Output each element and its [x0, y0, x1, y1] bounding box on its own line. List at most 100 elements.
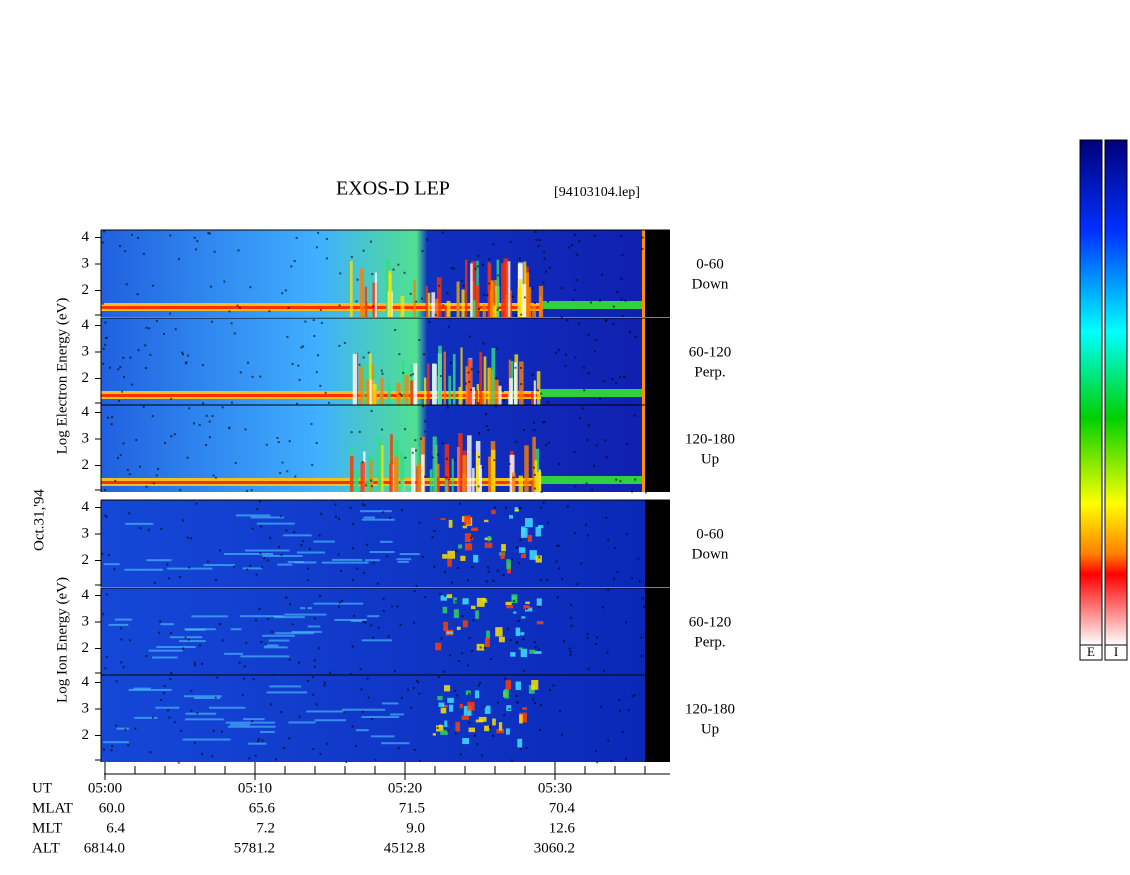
- noise: [601, 606, 604, 609]
- noise: [496, 569, 499, 572]
- noise: [477, 455, 480, 458]
- spectrogram-feature: [350, 260, 353, 317]
- noise: [184, 362, 187, 365]
- spectrogram-feature: [402, 361, 405, 405]
- noise: [571, 244, 574, 247]
- spectrogram-feature: [288, 721, 316, 724]
- noise: [286, 335, 289, 338]
- noise: [230, 322, 233, 325]
- noise: [433, 529, 436, 532]
- noise: [108, 366, 111, 369]
- y-tick-label: 4: [82, 499, 90, 515]
- spectrogram-band: [540, 389, 642, 397]
- noise: [486, 294, 489, 297]
- spectrogram-feature: [475, 389, 479, 405]
- noise: [135, 438, 138, 441]
- spectrogram-feature: [440, 730, 448, 735]
- noise: [142, 405, 145, 408]
- noise: [254, 754, 257, 757]
- spectrogram-feature: [296, 551, 325, 554]
- noise: [214, 476, 217, 479]
- spectrogram-feature: [427, 292, 431, 317]
- direction-label: Up: [701, 451, 719, 467]
- spectrogram-feature: [443, 704, 448, 708]
- noise: [542, 421, 545, 424]
- noise: [377, 626, 380, 629]
- noise: [520, 383, 523, 386]
- spectrogram-feature: [456, 281, 460, 317]
- noise: [510, 759, 513, 762]
- spectrogram-feature: [432, 363, 437, 405]
- noise: [581, 407, 584, 410]
- noise: [621, 730, 624, 733]
- spectrogram-feature: [500, 263, 506, 317]
- spectrogram-feature: [390, 434, 393, 492]
- noise: [402, 371, 405, 374]
- noise: [228, 310, 231, 313]
- noise: [195, 248, 198, 251]
- spectrogram-feature: [482, 598, 487, 602]
- noise: [297, 364, 300, 367]
- spectrogram-band: [101, 481, 541, 484]
- noise: [477, 402, 480, 405]
- noise: [616, 570, 619, 573]
- spectrogram-feature: [369, 551, 395, 554]
- spectrogram-feature: [268, 639, 290, 642]
- noise: [334, 503, 337, 506]
- noise: [371, 273, 374, 276]
- noise: [586, 439, 589, 442]
- noise: [560, 287, 563, 290]
- noise: [573, 451, 576, 454]
- noise: [587, 424, 590, 427]
- noise: [559, 710, 562, 713]
- noise: [626, 533, 629, 536]
- spectrogram-feature: [462, 737, 470, 745]
- spectrogram-feature: [521, 616, 526, 619]
- noise: [439, 375, 442, 378]
- spectrogram-feature: [379, 540, 393, 543]
- noise: [238, 306, 241, 309]
- direction-label: Up: [701, 721, 719, 737]
- noise: [437, 453, 440, 456]
- spectrogram-feature: [103, 741, 129, 744]
- noise: [543, 420, 546, 423]
- spectrogram-feature: [471, 260, 476, 317]
- noise: [400, 697, 403, 700]
- noise: [519, 748, 522, 751]
- spectrogram-feature: [520, 648, 528, 658]
- noise: [281, 292, 284, 295]
- noise: [569, 653, 572, 656]
- ephemeris-value: 3060.2: [534, 840, 575, 856]
- noise: [561, 577, 564, 580]
- noise: [256, 508, 259, 511]
- noise: [619, 480, 622, 483]
- noise: [362, 249, 365, 252]
- y-tick-label: 4: [82, 317, 90, 333]
- noise: [629, 331, 632, 334]
- noise: [298, 378, 301, 381]
- spectrogram-feature: [245, 549, 290, 552]
- spectrogram-feature: [240, 655, 290, 658]
- noise: [277, 441, 280, 444]
- spectrogram-feature: [134, 716, 158, 719]
- noise: [598, 397, 601, 400]
- noise: [621, 254, 624, 257]
- spectrogram-feature: [451, 458, 454, 492]
- noise: [503, 399, 506, 402]
- noise: [376, 582, 379, 585]
- spectrogram-feature: [239, 615, 284, 618]
- noise: [532, 698, 535, 701]
- noise: [584, 523, 587, 526]
- noise: [542, 281, 545, 284]
- noise: [137, 349, 140, 352]
- noise: [380, 428, 383, 431]
- noise: [586, 636, 589, 639]
- noise: [103, 489, 106, 492]
- noise: [436, 727, 439, 730]
- noise: [497, 306, 500, 309]
- y-tick-label: 4: [82, 674, 90, 690]
- noise: [625, 621, 628, 624]
- noise: [280, 711, 283, 714]
- noise: [151, 284, 154, 287]
- noise: [236, 304, 239, 307]
